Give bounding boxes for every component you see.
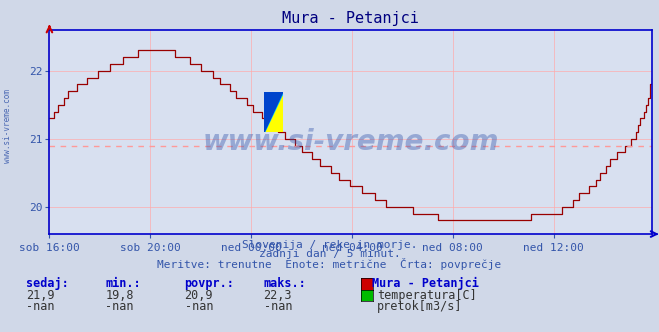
- Text: Slovenija / reke in morje.: Slovenija / reke in morje.: [242, 240, 417, 250]
- Text: pretok[m3/s]: pretok[m3/s]: [377, 300, 463, 313]
- Text: min.:: min.:: [105, 277, 141, 290]
- Text: maks.:: maks.:: [264, 277, 306, 290]
- Text: -nan: -nan: [264, 300, 292, 313]
- Text: www.si-vreme.com: www.si-vreme.com: [203, 128, 499, 156]
- Text: -nan: -nan: [26, 300, 55, 313]
- Polygon shape: [264, 92, 283, 132]
- Text: -nan: -nan: [185, 300, 213, 313]
- Text: sedaj:: sedaj:: [26, 277, 69, 290]
- Text: temperatura[C]: temperatura[C]: [377, 289, 476, 302]
- Polygon shape: [264, 92, 283, 132]
- Text: 22,3: 22,3: [264, 289, 292, 302]
- Polygon shape: [264, 92, 283, 132]
- Text: povpr.:: povpr.:: [185, 277, 235, 290]
- Text: -nan: -nan: [105, 300, 134, 313]
- Text: zadnji dan / 5 minut.: zadnji dan / 5 minut.: [258, 249, 401, 259]
- Text: 21,9: 21,9: [26, 289, 55, 302]
- Text: www.si-vreme.com: www.si-vreme.com: [3, 89, 13, 163]
- Text: 20,9: 20,9: [185, 289, 213, 302]
- Title: Mura - Petanjci: Mura - Petanjci: [283, 11, 419, 26]
- Text: 19,8: 19,8: [105, 289, 134, 302]
- Text: Meritve: trenutne  Enote: metrične  Črta: povprečje: Meritve: trenutne Enote: metrične Črta: …: [158, 258, 501, 270]
- Text: Mura - Petanjci: Mura - Petanjci: [372, 277, 479, 290]
